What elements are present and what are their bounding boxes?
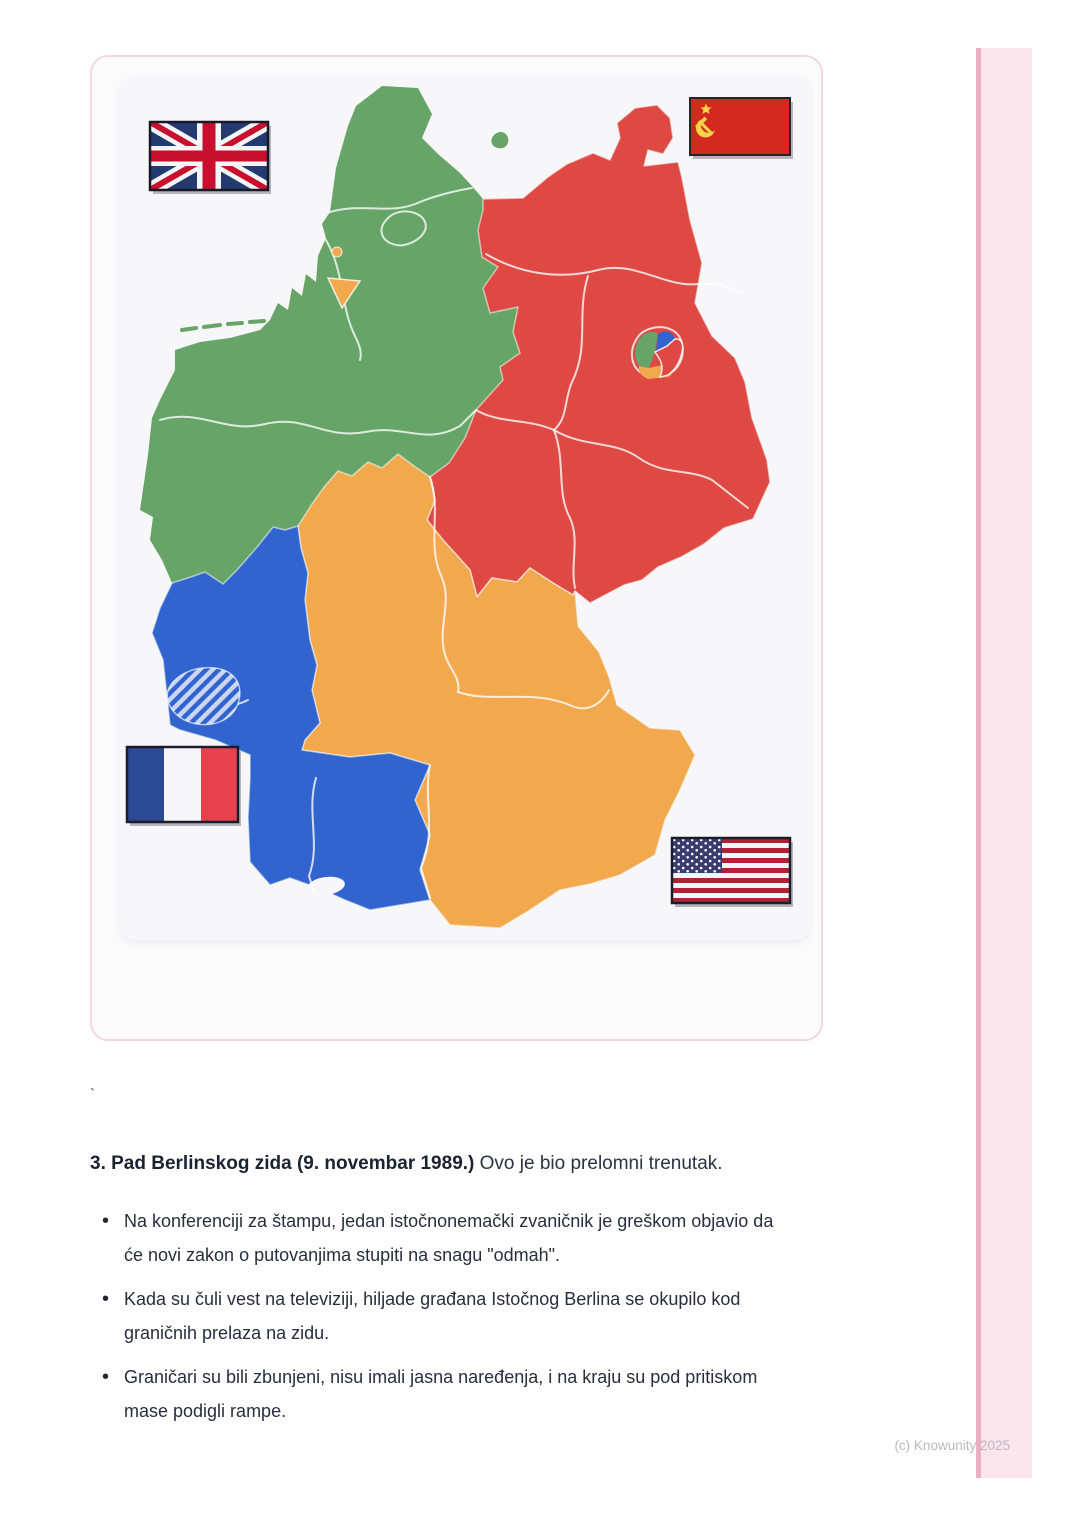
germany-occupation-map: Mapa podeljene Nemačke i Berlina koja pr… [120, 78, 810, 940]
list-item: Na konferenciji za štampu, jedan istočno… [90, 1204, 796, 1272]
section-heading: 3. Pad Berlinskog zida (9. novembar 1989… [90, 1150, 814, 1178]
stray-backtick: ` [90, 1086, 95, 1103]
bremerhaven-enclave [331, 246, 343, 258]
list-item: Kada su čuli vest na televiziji, hiljade… [90, 1282, 796, 1350]
zone-american [297, 453, 696, 929]
bremen-enclave [326, 277, 362, 310]
saarland-hatched-area [166, 666, 241, 726]
lake-constance [307, 876, 345, 896]
ussr-flag-icon [689, 97, 793, 159]
berlin-enclave [630, 326, 684, 379]
map-figure-card: Mapa podeljene Nemačke i Berlina koja pr… [90, 55, 823, 1041]
fehmarn-island [491, 132, 509, 149]
list-item: Graničari su bili zbunjeni, nisu imali j… [90, 1360, 796, 1428]
france-flag-icon [125, 745, 241, 826]
decorative-side-stripe [976, 48, 1032, 1478]
usa-flag-icon [670, 836, 793, 907]
section-heading-rest: Ovo je bio prelomni trenutak. [474, 1153, 723, 1174]
frisian-islands [180, 319, 266, 332]
state-borders [159, 187, 749, 899]
zone-soviet [426, 104, 771, 604]
section-heading-bold: 3. Pad Berlinskog zida (9. novembar 1989… [90, 1153, 475, 1174]
map-svg [125, 86, 793, 929]
lesson-text: ` 3. Pad Berlinskog zida (9. novembar 19… [90, 1086, 814, 1438]
bullet-list: Na konferenciji za štampu, jedan istočno… [90, 1204, 796, 1428]
zone-french [151, 525, 431, 911]
copyright-watermark: (c) Knowunity 2025 [894, 1438, 1010, 1453]
uk-flag-icon [148, 120, 271, 194]
